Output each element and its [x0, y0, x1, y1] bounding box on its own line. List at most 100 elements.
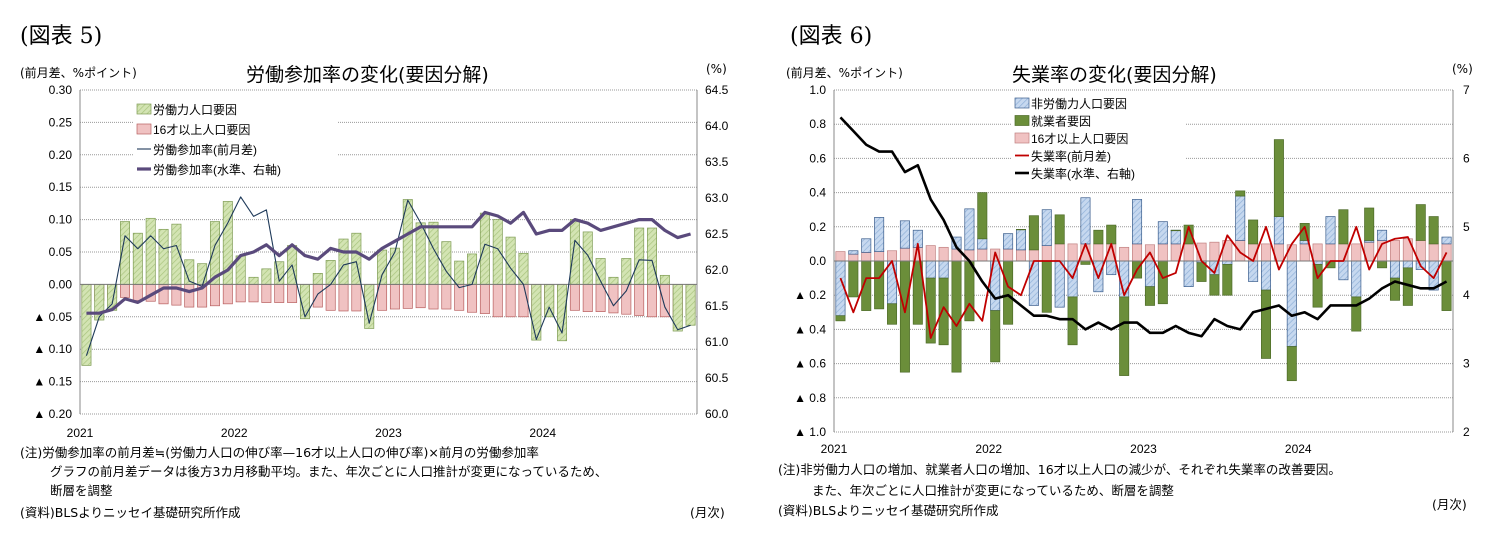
note-line: (注)非労働力人口の増加、就業者人口の増加、16才以上人口の減少が、それぞれ失業…	[778, 462, 1341, 477]
y2-tick-label: 61.0	[705, 335, 729, 349]
bar-employed	[1222, 264, 1233, 296]
bar-employed	[1389, 277, 1400, 301]
bar-non-labor	[1183, 260, 1194, 287]
bar-employed	[1183, 224, 1194, 245]
bar-population	[1325, 243, 1336, 262]
bar-labor-force	[454, 260, 465, 285]
y-tick-label: ▲ 0.4	[794, 322, 826, 336]
bar-non-labor	[1441, 236, 1452, 245]
y2-tick-label: 62.5	[705, 227, 729, 241]
legend-bg	[1011, 92, 1186, 184]
y2-tick-label: 63.5	[705, 155, 729, 169]
y2-tick-label: 6	[1463, 151, 1470, 165]
bar-population	[848, 253, 859, 262]
bar-population	[1209, 241, 1220, 262]
bar-employed	[1377, 260, 1388, 269]
x-tick-label: 2024	[1285, 442, 1312, 456]
bar-population	[351, 284, 362, 312]
bar-employed	[1054, 214, 1065, 245]
bar-non-labor	[1106, 260, 1117, 276]
bar-employed	[964, 260, 975, 322]
y-tick-label: 0.6	[809, 151, 826, 165]
bar-employed	[1312, 264, 1323, 308]
bar-employed	[1144, 286, 1155, 306]
y-tick-label: 0.30	[49, 83, 73, 97]
y-tick-label: 0.15	[49, 180, 73, 194]
source-note: (資料)BLSよりニッセイ基礎研究所作成	[20, 505, 241, 520]
bar-population	[120, 284, 130, 298]
legend-label: 16才以上人口要因	[153, 123, 250, 137]
bar-non-labor	[887, 260, 898, 305]
legend-bg	[133, 98, 338, 182]
bar-non-labor	[1144, 260, 1155, 287]
bar-non-labor	[1132, 199, 1143, 245]
bar-labor-force	[634, 227, 645, 285]
bar-population	[287, 284, 298, 303]
bar-employed	[1041, 260, 1052, 313]
bar-non-labor	[1338, 260, 1349, 281]
y2-tick-label: 63.0	[705, 191, 729, 205]
bar-population	[235, 284, 246, 303]
bar-labor-force	[621, 258, 632, 285]
bar-labor-force	[197, 263, 208, 285]
bar-labor-force	[428, 221, 439, 285]
y2-tick-label: 2	[1463, 425, 1470, 439]
bar-population	[1312, 243, 1323, 262]
bar-labor-force	[415, 222, 426, 285]
legend-label: 非労働力人口要因	[1031, 97, 1127, 111]
legend-swatch	[136, 103, 152, 115]
bar-employed	[1261, 289, 1272, 359]
bar-labor-force	[569, 219, 580, 285]
legend-swatch	[136, 123, 152, 135]
left-axis-unit: (前月差、%ポイント)	[786, 66, 903, 80]
y2-tick-label: 3	[1463, 357, 1470, 371]
bar-population	[647, 284, 657, 318]
legend-swatch	[1014, 97, 1030, 109]
bar-non-labor	[1351, 260, 1362, 298]
bar-population	[1119, 246, 1130, 262]
bar-employed	[1273, 139, 1284, 217]
bar-population	[415, 284, 426, 309]
note-line: 断層を調整	[50, 483, 113, 498]
y-tick-label: 0.4	[809, 186, 826, 200]
bar-labor-force	[312, 273, 323, 285]
bar-labor-force	[325, 260, 336, 285]
bar-non-labor	[938, 260, 949, 279]
x-tick-label: 2023	[375, 426, 402, 440]
bar-employed	[887, 303, 898, 325]
bar-non-labor	[925, 260, 936, 279]
bar-population	[1003, 248, 1014, 262]
bar-employed	[938, 277, 949, 346]
bar-labor-force	[441, 241, 452, 285]
bar-non-labor	[1261, 260, 1272, 291]
bar-population	[621, 284, 632, 315]
bar-labor-force	[81, 284, 92, 366]
bar-population	[132, 284, 143, 301]
bar-population	[184, 284, 195, 308]
bar-labor-force	[389, 247, 400, 285]
bar-labor-force	[377, 249, 388, 285]
bar-employed	[1170, 229, 1181, 232]
y-tick-label: 0.25	[49, 115, 73, 129]
bar-labor-force	[479, 212, 490, 285]
figure-label-5: (図表 5)	[20, 24, 103, 49]
x-tick-label: 2023	[1130, 442, 1157, 456]
bar-non-labor	[1325, 216, 1336, 245]
bar-non-labor	[1235, 195, 1246, 241]
bar-non-labor	[848, 250, 859, 255]
bar-labor-force	[647, 227, 657, 285]
bar-population	[338, 284, 349, 312]
x-tick-label: 2021	[67, 426, 94, 440]
bar-population	[428, 284, 439, 310]
left-axis-unit: (前月差、%ポイント)	[20, 66, 137, 80]
series-line-level	[839, 116, 1448, 338]
bar-labor-force	[544, 284, 555, 318]
bar-non-labor	[1003, 233, 1014, 250]
bar-non-labor	[874, 217, 885, 252]
chart-1: 0.30 0.25 0.20 0.15 0.10 0.05 0.00 ▲ 0.05 ▲ 0.10…	[33, 83, 728, 440]
bar-labor-force	[505, 236, 516, 285]
bar-labor-force	[608, 276, 619, 285]
y-tick-label: 0.00	[49, 277, 73, 291]
bar-labor-force	[659, 274, 670, 285]
